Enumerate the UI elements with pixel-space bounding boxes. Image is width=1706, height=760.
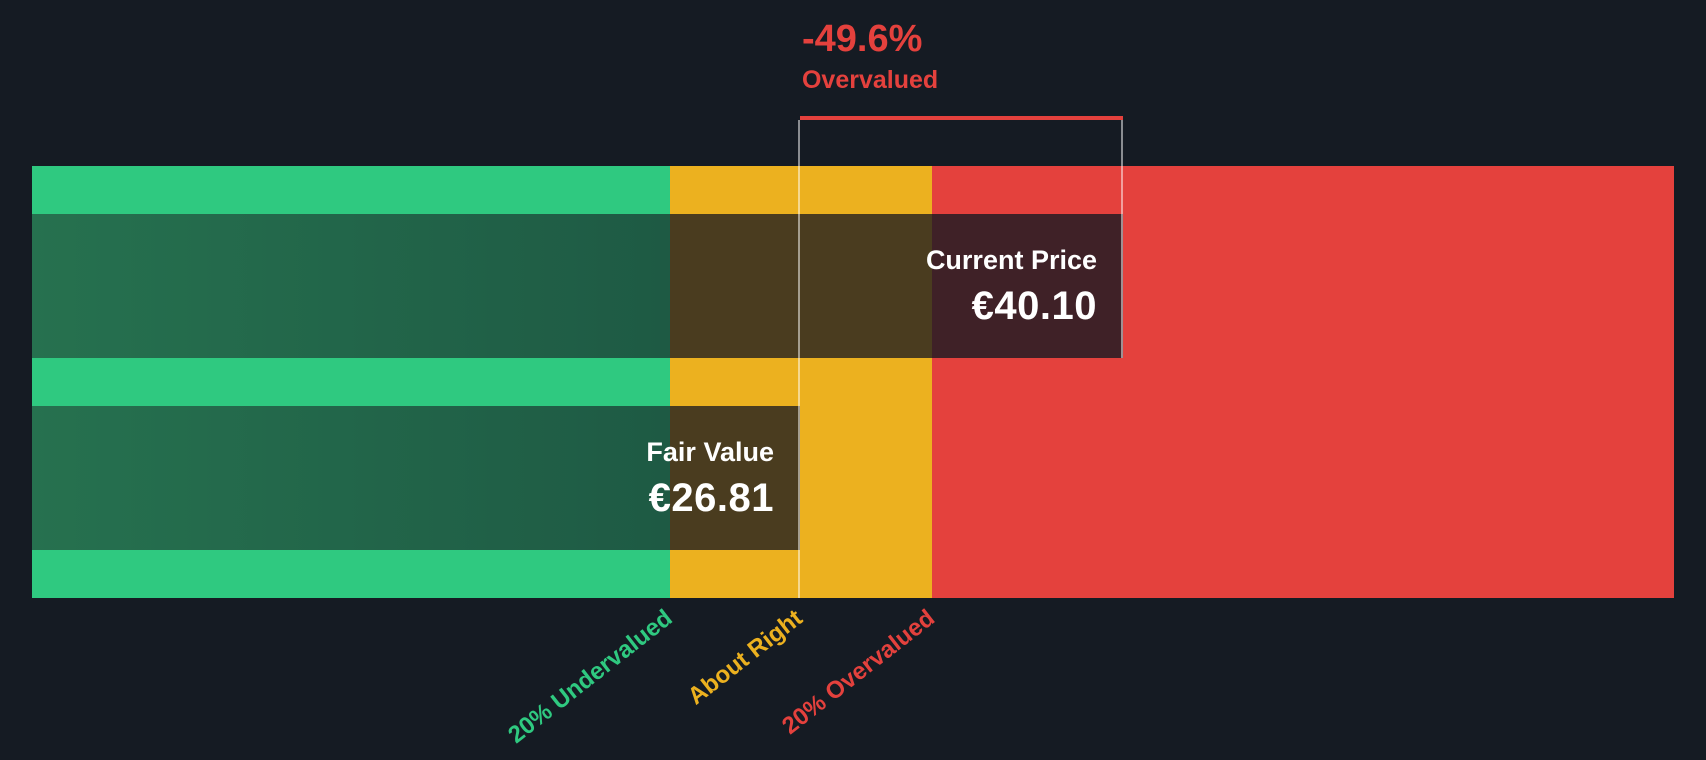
- fair-value-row: Fair Value €26.81: [32, 406, 1674, 550]
- fair-value-label: Fair Value €26.81: [646, 406, 774, 550]
- current-price-title: Current Price: [925, 244, 1097, 275]
- fair-value-bar: [32, 406, 800, 550]
- fair-value-guide-line: [797, 120, 800, 598]
- price-range-bracket: [799, 116, 1123, 120]
- zone-strip-top: [32, 166, 1674, 214]
- current-price-guide-line: [1120, 120, 1123, 358]
- zone-strip-middle: [32, 358, 1674, 406]
- zone-label-about-right: About Right: [682, 604, 808, 711]
- fair-value-value: €26.81: [648, 475, 774, 520]
- zone-label-undervalued: 20% Undervalued: [503, 604, 678, 749]
- overvaluation-label: Overvalued: [801, 65, 939, 94]
- current-price-label: Current Price €40.10: [926, 214, 1097, 358]
- current-price-bar: [32, 214, 1123, 358]
- current-price-value: €40.10: [971, 283, 1097, 328]
- current-price-row: Current Price €40.10: [32, 214, 1674, 358]
- valuation-chart: -49.6% Overvalued Current Price €40.10 F…: [32, 19, 1674, 749]
- overvaluation-annotation: -49.6% Overvalued: [801, 17, 939, 94]
- overvaluation-percent: -49.6%: [801, 17, 923, 60]
- zone-strip-bottom: [32, 550, 1674, 598]
- fair-value-title: Fair Value: [646, 436, 774, 467]
